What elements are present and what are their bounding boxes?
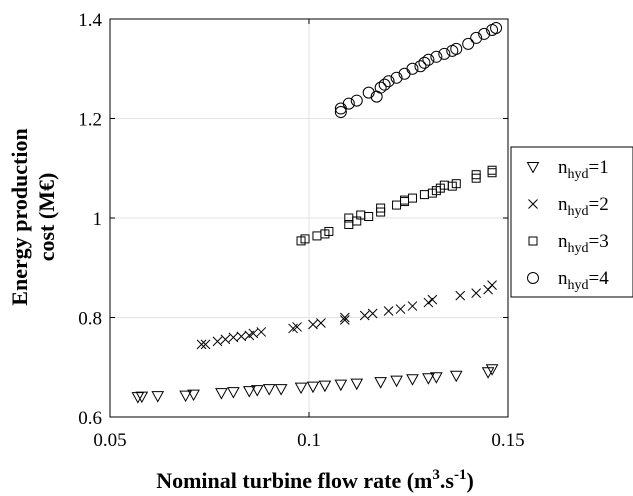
data-point — [316, 318, 325, 327]
x-axis-title-part: .s — [440, 468, 455, 493]
data-point — [375, 378, 386, 388]
data-point — [264, 385, 275, 395]
data-point — [276, 385, 287, 395]
data-point — [431, 373, 442, 383]
series-2 — [197, 281, 497, 349]
data-point — [296, 383, 307, 393]
data-point — [488, 169, 496, 177]
data-point — [472, 289, 481, 298]
data-point — [451, 371, 462, 381]
data-point — [483, 368, 494, 378]
data-point — [351, 379, 362, 389]
data-point — [420, 191, 428, 199]
data-point — [365, 213, 373, 221]
data-point — [228, 388, 239, 398]
data-points — [132, 22, 501, 402]
x-axis-title-sup: 3 — [432, 467, 440, 483]
data-point — [152, 392, 163, 402]
x-axis-title-part: Nominal turbine flow rate (m — [156, 468, 432, 493]
data-point — [319, 381, 330, 391]
data-point — [313, 232, 321, 240]
data-point — [188, 390, 199, 400]
data-point — [201, 340, 210, 349]
y-axis-title-line1: Energy production — [7, 128, 32, 305]
data-point — [249, 329, 258, 338]
data-point — [197, 340, 206, 349]
data-point — [451, 43, 462, 54]
y-axis-title-line2: cost (M€) — [34, 173, 59, 262]
x-axis-title-sup: -1 — [454, 467, 467, 483]
data-point — [463, 38, 474, 49]
data-point — [396, 305, 405, 314]
series-1 — [132, 365, 497, 403]
tick-labels: 0.05 0.1 0.15 0.6 0.8 1 1.2 1.4 — [78, 10, 524, 451]
data-point — [360, 311, 369, 320]
data-point — [488, 281, 497, 290]
data-point — [335, 380, 346, 390]
data-point — [407, 63, 418, 74]
grid-lines — [110, 19, 508, 417]
y-tick-label: 1 — [93, 209, 103, 230]
data-point — [252, 386, 263, 396]
data-point — [456, 291, 465, 300]
data-point — [375, 82, 386, 93]
data-point — [136, 392, 147, 402]
data-point — [491, 22, 502, 33]
data-point — [408, 302, 417, 311]
data-point — [488, 166, 496, 174]
series-3 — [297, 166, 496, 245]
y-tick-label: 0.8 — [78, 309, 102, 330]
x-tick-label: 0.05 — [93, 430, 126, 451]
x-axis-title-part: ) — [466, 468, 473, 493]
y-tick-label: 1.4 — [78, 10, 102, 31]
data-point — [384, 307, 393, 316]
data-point — [393, 201, 401, 209]
y-tick-label: 0.6 — [78, 408, 102, 429]
data-point — [407, 375, 418, 385]
data-point — [368, 309, 377, 318]
x-tick-label: 0.1 — [297, 430, 321, 451]
data-point — [216, 389, 227, 399]
data-point — [391, 376, 402, 386]
data-point — [408, 194, 416, 202]
data-point — [472, 171, 480, 179]
legend: nhyd=1 nhyd=2 nhyd=3 nhyd=4 — [511, 147, 633, 297]
data-point — [221, 335, 230, 344]
data-point — [257, 327, 266, 336]
data-point — [308, 320, 317, 329]
x-axis-title: Nominal turbine flow rate (m3.s-1) — [156, 467, 474, 493]
data-point — [428, 295, 437, 304]
data-point — [213, 337, 222, 346]
data-point — [472, 174, 480, 182]
y-tick-label: 1.2 — [78, 110, 102, 131]
x-tick-label: 0.15 — [491, 430, 524, 451]
series-4 — [335, 22, 501, 117]
